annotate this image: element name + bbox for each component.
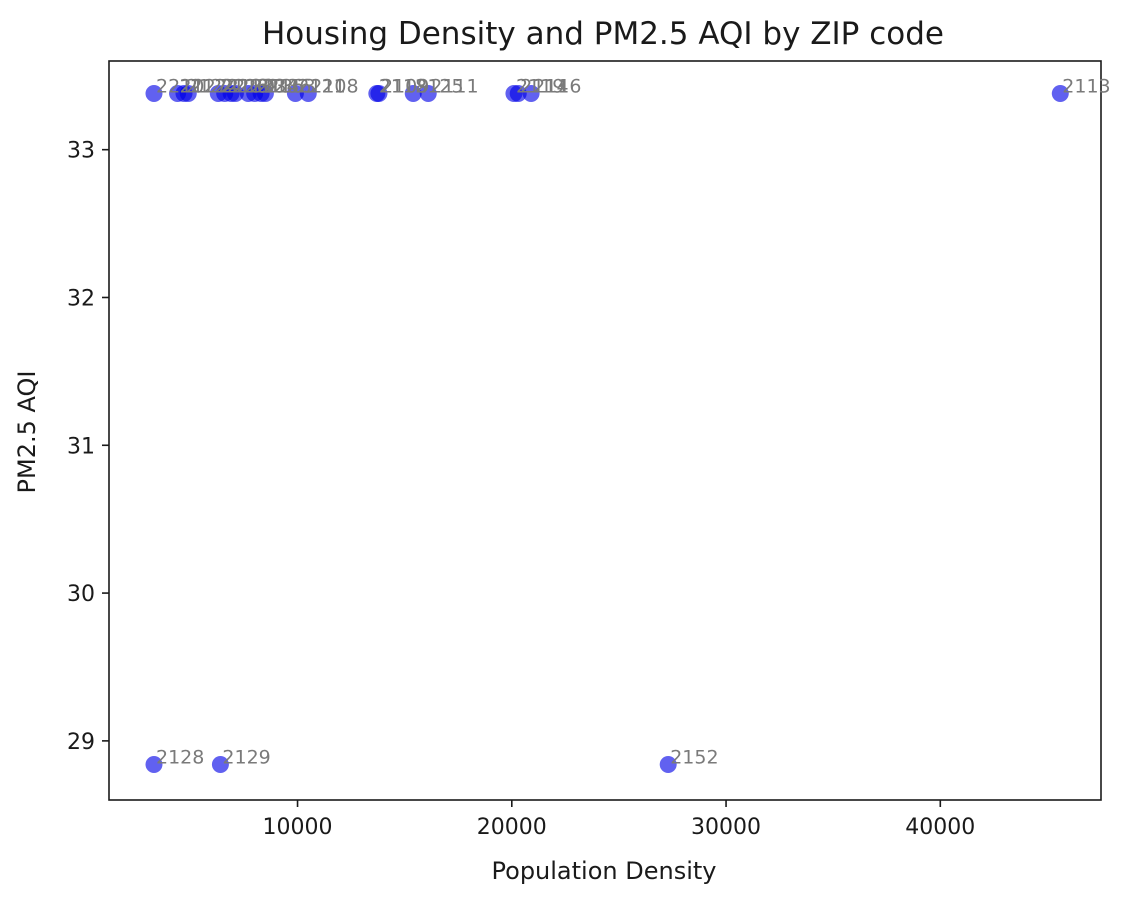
x-tick-label: 20000	[477, 815, 547, 840]
y-tick-label: 32	[67, 286, 95, 311]
data-point-label: 2113	[1062, 76, 1110, 98]
data-point	[256, 85, 274, 103]
data-point-label: 2132	[237, 76, 285, 98]
data-point-label: 2108	[310, 76, 358, 98]
y-tick-label: 33	[67, 139, 95, 164]
data-point-label: 2163	[267, 76, 315, 98]
x-axis: 10000 20000 30000 40000	[263, 800, 975, 840]
data-point-label: 2109	[381, 76, 429, 98]
point-labels: 2210212721222124212621302131213221342135…	[156, 76, 1111, 769]
data-point-label: 2116	[533, 76, 581, 98]
x-axis-label: Population Density	[492, 857, 717, 885]
x-tick-label: 40000	[905, 815, 975, 840]
data-point-label: 2152	[670, 747, 718, 769]
y-tick-label: 30	[67, 582, 95, 607]
x-tick-label: 10000	[263, 815, 333, 840]
data-point	[522, 85, 540, 103]
plot-frame	[108, 60, 1102, 801]
data-point	[211, 756, 229, 774]
y-tick-label: 31	[67, 434, 95, 459]
data-point	[145, 85, 163, 103]
data-point-label: 2121	[297, 76, 345, 98]
data-point-label: 2118	[379, 76, 427, 98]
data-points	[145, 85, 1069, 774]
chart-title: Housing Density and PM2.5 AQI by ZIP cod…	[262, 16, 944, 52]
data-point	[370, 85, 388, 103]
y-axis: 29 30 31 32 33	[67, 139, 109, 755]
data-point	[1051, 85, 1069, 103]
y-axis-label: PM2.5 AQI	[13, 371, 41, 494]
data-point	[419, 85, 437, 103]
y-tick-label: 29	[67, 730, 95, 755]
data-point-label: 2125	[415, 76, 463, 98]
data-point-label: 2135	[257, 76, 305, 98]
data-point-label: 2122	[186, 76, 234, 98]
data-point-label: 2130	[227, 76, 275, 98]
data-point	[509, 85, 527, 103]
data-point-label: 2210	[156, 76, 204, 98]
data-point-label: 2111	[430, 76, 478, 98]
data-point-label: 2114	[520, 76, 568, 98]
data-point-label: 2124	[190, 76, 238, 98]
x-tick-label: 30000	[691, 815, 761, 840]
data-point-label: 2126	[220, 76, 268, 98]
data-point	[179, 85, 197, 103]
data-point-label: 2134	[250, 76, 298, 98]
data-point-label: 2127	[180, 76, 228, 98]
data-point-label: 2128	[156, 747, 204, 769]
data-point-label: 2136	[263, 76, 311, 98]
data-point	[145, 756, 163, 774]
data-point-label: 2131	[233, 76, 281, 98]
data-point-label: 2119	[516, 76, 564, 98]
data-point-label: 2129	[222, 747, 270, 769]
data-point	[404, 85, 422, 103]
data-point	[226, 85, 244, 103]
data-point	[299, 85, 317, 103]
data-point	[286, 85, 304, 103]
data-point	[659, 756, 677, 774]
